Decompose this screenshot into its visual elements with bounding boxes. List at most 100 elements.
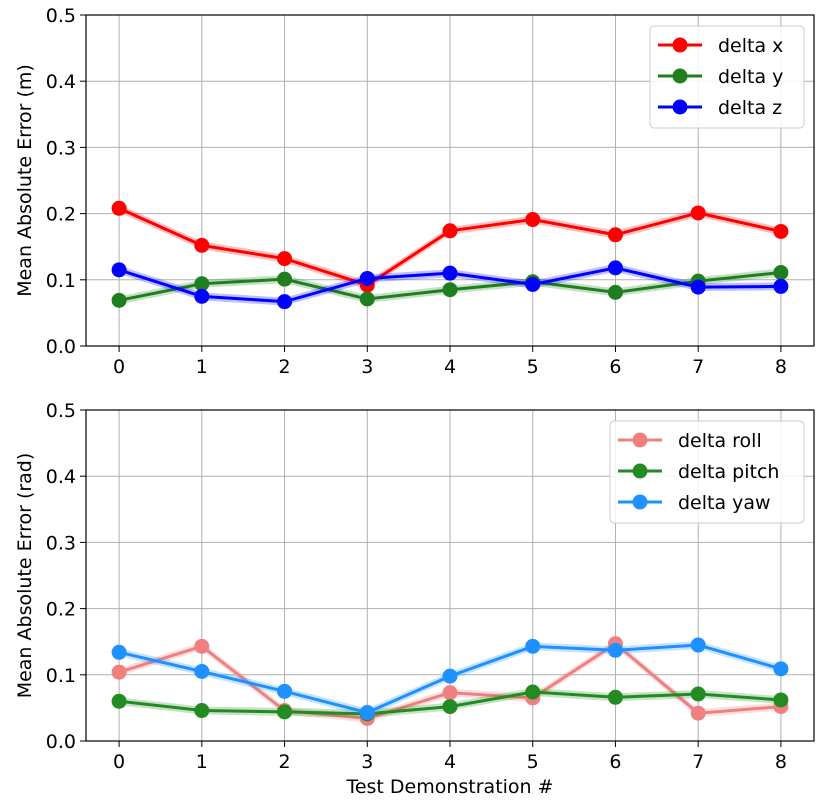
legend-box xyxy=(609,420,805,524)
data-point-delta-x-7 xyxy=(690,205,706,221)
legend-marker-delta-yaw xyxy=(632,494,648,510)
legend: delta x delta y delta z xyxy=(649,25,805,129)
x-tick-label-8: 8 xyxy=(775,751,787,773)
data-point-delta-yaw-6 xyxy=(607,642,623,658)
legend-label-delta-y: delta y xyxy=(718,66,783,88)
x-tick-label-1: 1 xyxy=(196,751,208,773)
data-point-delta-x-0 xyxy=(111,200,127,216)
x-tick-label-2: 2 xyxy=(278,356,290,378)
y-axis-label: Mean Absolute Error (rad) xyxy=(14,453,36,699)
data-point-delta-y-6 xyxy=(607,284,623,300)
data-point-delta-yaw-0 xyxy=(111,644,127,660)
y-tick-label-1: 0.1 xyxy=(46,270,76,292)
x-tick-label-6: 6 xyxy=(609,356,621,378)
data-point-delta-z-5 xyxy=(525,276,541,292)
data-point-delta-z-0 xyxy=(111,262,127,278)
data-point-delta-yaw-7 xyxy=(690,637,706,653)
x-tick-label-7: 7 xyxy=(692,356,704,378)
legend-marker-delta-roll xyxy=(632,432,648,448)
y-tick-label-3: 0.3 xyxy=(46,137,76,159)
data-point-delta-z-6 xyxy=(607,260,623,276)
series-band-delta-x xyxy=(119,204,781,290)
data-point-delta-z-7 xyxy=(690,279,706,295)
data-point-delta-yaw-4 xyxy=(442,668,458,684)
y-tick-label-2: 0.2 xyxy=(46,204,76,226)
data-point-delta-pitch-1 xyxy=(194,703,210,719)
x-tick-label-8: 8 xyxy=(775,356,787,378)
x-tick-label-3: 3 xyxy=(361,751,373,773)
legend-label-delta-roll: delta roll xyxy=(678,430,762,452)
legend: delta roll delta pitch delta yaw xyxy=(609,420,805,524)
data-point-delta-x-6 xyxy=(607,227,623,243)
x-tick-label-5: 5 xyxy=(527,751,539,773)
data-point-delta-x-5 xyxy=(525,212,541,228)
legend-marker-delta-y xyxy=(672,68,688,84)
series-delta-yaw xyxy=(111,637,789,721)
plot-frame xyxy=(85,14,815,347)
legend-label-delta-yaw: delta yaw xyxy=(678,492,771,514)
data-point-delta-yaw-5 xyxy=(525,638,541,654)
y-tick-label-0: 0.0 xyxy=(46,731,76,753)
legend-box xyxy=(649,25,805,129)
data-point-delta-pitch-8 xyxy=(773,692,789,708)
series-band-delta-roll xyxy=(119,639,781,723)
data-point-delta-roll-1 xyxy=(194,638,210,654)
x-tick-label-4: 4 xyxy=(444,356,456,378)
data-point-delta-y-2 xyxy=(277,271,293,287)
y-tick-label-2: 0.2 xyxy=(46,599,76,621)
data-point-delta-roll-0 xyxy=(111,664,127,680)
x-tick-label-0: 0 xyxy=(113,356,125,378)
data-point-delta-y-8 xyxy=(773,265,789,281)
x-tick-label-2: 2 xyxy=(278,751,290,773)
x-axis-label: Test Demonstration # xyxy=(345,776,553,798)
legend-label-delta-x: delta x xyxy=(718,35,783,57)
x-tick-label-3: 3 xyxy=(361,356,373,378)
y-tick-label-5: 0.5 xyxy=(46,5,76,27)
data-point-delta-x-2 xyxy=(277,251,293,267)
y-tick-label-4: 0.4 xyxy=(46,71,76,93)
x-tick-label-0: 0 xyxy=(113,751,125,773)
data-point-delta-yaw-1 xyxy=(194,663,210,679)
data-point-delta-roll-4 xyxy=(442,685,458,701)
x-tick-label-6: 6 xyxy=(609,751,621,773)
y-axis-label: Mean Absolute Error (m) xyxy=(14,64,36,297)
x-tick-label-1: 1 xyxy=(196,356,208,378)
legend-marker-delta-pitch xyxy=(632,463,648,479)
data-point-delta-yaw-3 xyxy=(359,705,375,721)
data-point-delta-pitch-7 xyxy=(690,686,706,702)
legend-marker-delta-x xyxy=(672,37,688,53)
data-point-delta-roll-7 xyxy=(690,705,706,721)
data-point-delta-yaw-8 xyxy=(773,661,789,677)
legend-label-delta-z: delta z xyxy=(718,97,782,119)
data-point-delta-pitch-0 xyxy=(111,693,127,709)
data-point-delta-pitch-5 xyxy=(525,684,541,700)
data-point-delta-pitch-6 xyxy=(607,689,623,705)
legend-marker-delta-z xyxy=(672,99,688,115)
y-tick-label-3: 0.3 xyxy=(46,532,76,554)
bottom-panel-orientation-error: 0 1 2 3 4 5 6 7 8 0.0 0.1 0.2 0.3 0.4 0.5 Mean Absolute… xyxy=(14,400,815,798)
data-point-delta-yaw-2 xyxy=(277,683,293,699)
x-tick-label-4: 4 xyxy=(444,751,456,773)
y-tick-label-0: 0.0 xyxy=(46,336,76,358)
y-tick-label-5: 0.5 xyxy=(46,400,76,422)
data-point-delta-x-4 xyxy=(442,223,458,239)
data-point-delta-pitch-2 xyxy=(277,704,293,720)
x-tick-label-5: 5 xyxy=(527,356,539,378)
legend-label-delta-pitch: delta pitch xyxy=(678,461,779,483)
data-point-delta-z-1 xyxy=(194,288,210,304)
top-panel-position-error: 0 1 2 3 4 5 6 7 8 0.0 0.1 0.2 0.3 0.4 0.5 Mean Absolute… xyxy=(14,5,815,378)
data-point-delta-y-1 xyxy=(194,276,210,292)
data-point-delta-y-4 xyxy=(442,282,458,298)
series-delta-z xyxy=(111,260,789,310)
data-point-delta-y-0 xyxy=(111,292,127,308)
data-point-delta-z-2 xyxy=(277,294,293,310)
data-point-delta-z-8 xyxy=(773,278,789,294)
plot-frame xyxy=(85,409,815,742)
data-point-delta-x-1 xyxy=(194,237,210,253)
x-tick-label-7: 7 xyxy=(692,751,704,773)
data-point-delta-y-3 xyxy=(359,291,375,307)
data-point-delta-pitch-4 xyxy=(442,699,458,715)
y-tick-label-1: 0.1 xyxy=(46,665,76,687)
y-tick-label-4: 0.4 xyxy=(46,466,76,488)
